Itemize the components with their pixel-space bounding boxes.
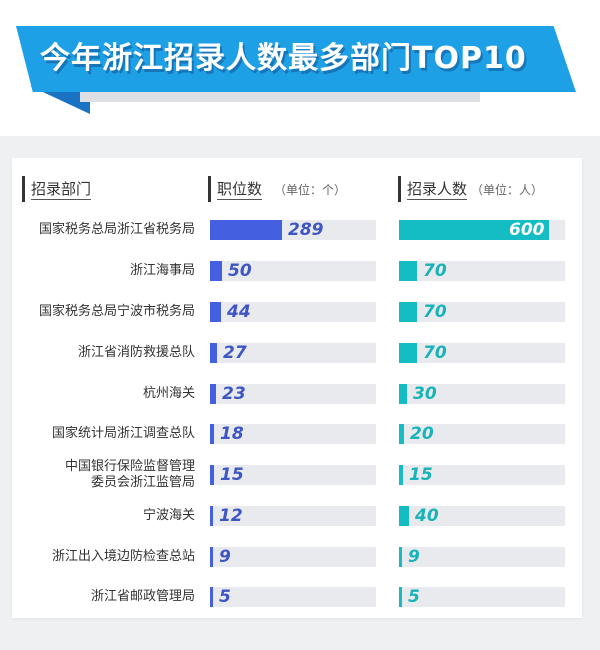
table-row: 浙江省邮政管理局 5 5 [0, 577, 600, 617]
jobs-value: 5 [219, 587, 231, 607]
hires-bar-track: 9 [399, 547, 565, 567]
hires-bar-track: 20 [399, 424, 565, 444]
page-title: 今年浙江招录人数最多部门TOP10 [40, 41, 527, 76]
table-row: 国家统计局浙江调查总队 18 20 [0, 414, 600, 454]
department-label: 宁波海关 [142, 508, 195, 523]
jobs-bar-track: 12 [210, 506, 376, 526]
header-hires-unit: （单位：人） [471, 182, 544, 197]
hires-bar [399, 384, 407, 404]
jobs-bar [210, 261, 222, 281]
hires-value: 15 [409, 465, 433, 485]
banner-fold-shape [30, 86, 90, 114]
table-row: 浙江出入境边防检查总站 9 9 [0, 537, 600, 577]
header-marker [208, 176, 211, 202]
hires-bar-track: 600 [399, 220, 565, 240]
jobs-bar [210, 384, 216, 404]
header-department-label: 招录部门 [31, 179, 92, 200]
department-label: 浙江海事局 [129, 263, 195, 278]
jobs-value: 44 [227, 302, 251, 322]
hires-value: 70 [423, 261, 447, 281]
hires-value: 40 [415, 506, 439, 526]
hires-bar-track: 70 [399, 261, 565, 281]
hires-bar [399, 261, 417, 281]
hires-value: 70 [423, 302, 447, 322]
jobs-bar-track: 5 [210, 587, 376, 607]
jobs-bar [210, 506, 213, 526]
hires-value: 600 [509, 220, 545, 240]
hires-bar [399, 424, 404, 444]
hires-bar-track: 5 [399, 587, 565, 607]
table-row: 浙江海事局 50 70 [0, 251, 600, 291]
jobs-bar-track: 9 [210, 547, 376, 567]
hires-value: 30 [413, 384, 437, 404]
header-department: 招录部门 [22, 174, 92, 204]
header-hires-label: 招录人数 [407, 179, 468, 200]
hires-value: 5 [408, 587, 420, 607]
header-jobs-label: 职位数 [217, 179, 263, 200]
jobs-value: 15 [220, 465, 244, 485]
jobs-bar-track: 15 [210, 465, 376, 485]
hires-bar [399, 465, 403, 485]
hires-bar-track: 30 [399, 384, 565, 404]
table-row: 国家税务总局浙江省税务局 289 600 [0, 210, 600, 250]
jobs-value: 18 [220, 424, 244, 444]
jobs-bar [210, 424, 214, 444]
jobs-value: 50 [228, 261, 252, 281]
hires-bar-track: 70 [399, 343, 565, 363]
jobs-bar-track: 289 [210, 220, 376, 240]
jobs-bar [210, 302, 221, 322]
table-row: 浙江省消防救援总队 27 70 [0, 333, 600, 373]
header-hires: 招录人数 （单位：人） [398, 174, 543, 204]
department-label: 国家税务总局浙江省税务局 [38, 222, 195, 237]
jobs-bar-track: 44 [210, 302, 376, 322]
banner-shadow [80, 92, 480, 102]
hires-bar [399, 343, 417, 363]
hires-value: 9 [408, 547, 420, 567]
hires-bar [399, 302, 417, 322]
department-label-text: 中国银行保险监督管理 委员会浙江监管局 [64, 459, 195, 490]
hires-value: 20 [410, 424, 434, 444]
jobs-bar [210, 465, 214, 485]
jobs-bar-track: 27 [210, 343, 376, 363]
jobs-bar [210, 343, 217, 363]
jobs-value: 23 [222, 384, 246, 404]
hires-bar [399, 547, 402, 567]
table-row: 宁波海关 12 40 [0, 496, 600, 536]
table-row: 杭州海关 23 30 [0, 374, 600, 414]
header-jobs-unit: （单位：个） [274, 182, 347, 197]
department-label: 杭州海关 [142, 386, 195, 401]
banner-background [16, 26, 576, 92]
jobs-bar-track: 50 [210, 261, 376, 281]
header-marker [398, 176, 401, 202]
department-label: 浙江省邮政管理局 [90, 589, 195, 604]
jobs-value: 289 [288, 220, 324, 240]
department-label: 国家统计局浙江调查总队 [51, 426, 195, 441]
hires-bar [399, 506, 409, 526]
hires-value: 70 [423, 343, 447, 363]
department-label: 国家税务总局宁波市税务局 [38, 304, 195, 319]
jobs-bar [210, 547, 213, 567]
table-row: 国家税务总局宁波市税务局 44 70 [0, 292, 600, 332]
department-label: 浙江省消防救援总队 [77, 345, 195, 360]
department-label: 中国银行保险监督管理 委员会浙江监管局 [0, 455, 195, 495]
hires-bar-track: 40 [399, 506, 565, 526]
header-jobs: 职位数 （单位：个） [208, 174, 346, 204]
table-row: 中国银行保险监督管理 委员会浙江监管局 15 15 [0, 455, 600, 495]
hires-bar-track: 70 [399, 302, 565, 322]
jobs-bar-track: 23 [210, 384, 376, 404]
title-banner: 今年浙江招录人数最多部门TOP10 [0, 0, 600, 135]
jobs-value: 9 [219, 547, 231, 567]
header-marker [22, 176, 25, 202]
hires-bar [399, 587, 402, 607]
jobs-bar-track: 18 [210, 424, 376, 444]
jobs-bar [210, 220, 282, 240]
hires-bar-track: 15 [399, 465, 565, 485]
department-label: 浙江出入境边防检查总站 [51, 549, 195, 564]
hires-bar [399, 220, 549, 240]
jobs-value: 12 [219, 506, 243, 526]
jobs-bar [210, 587, 213, 607]
jobs-value: 27 [223, 343, 247, 363]
